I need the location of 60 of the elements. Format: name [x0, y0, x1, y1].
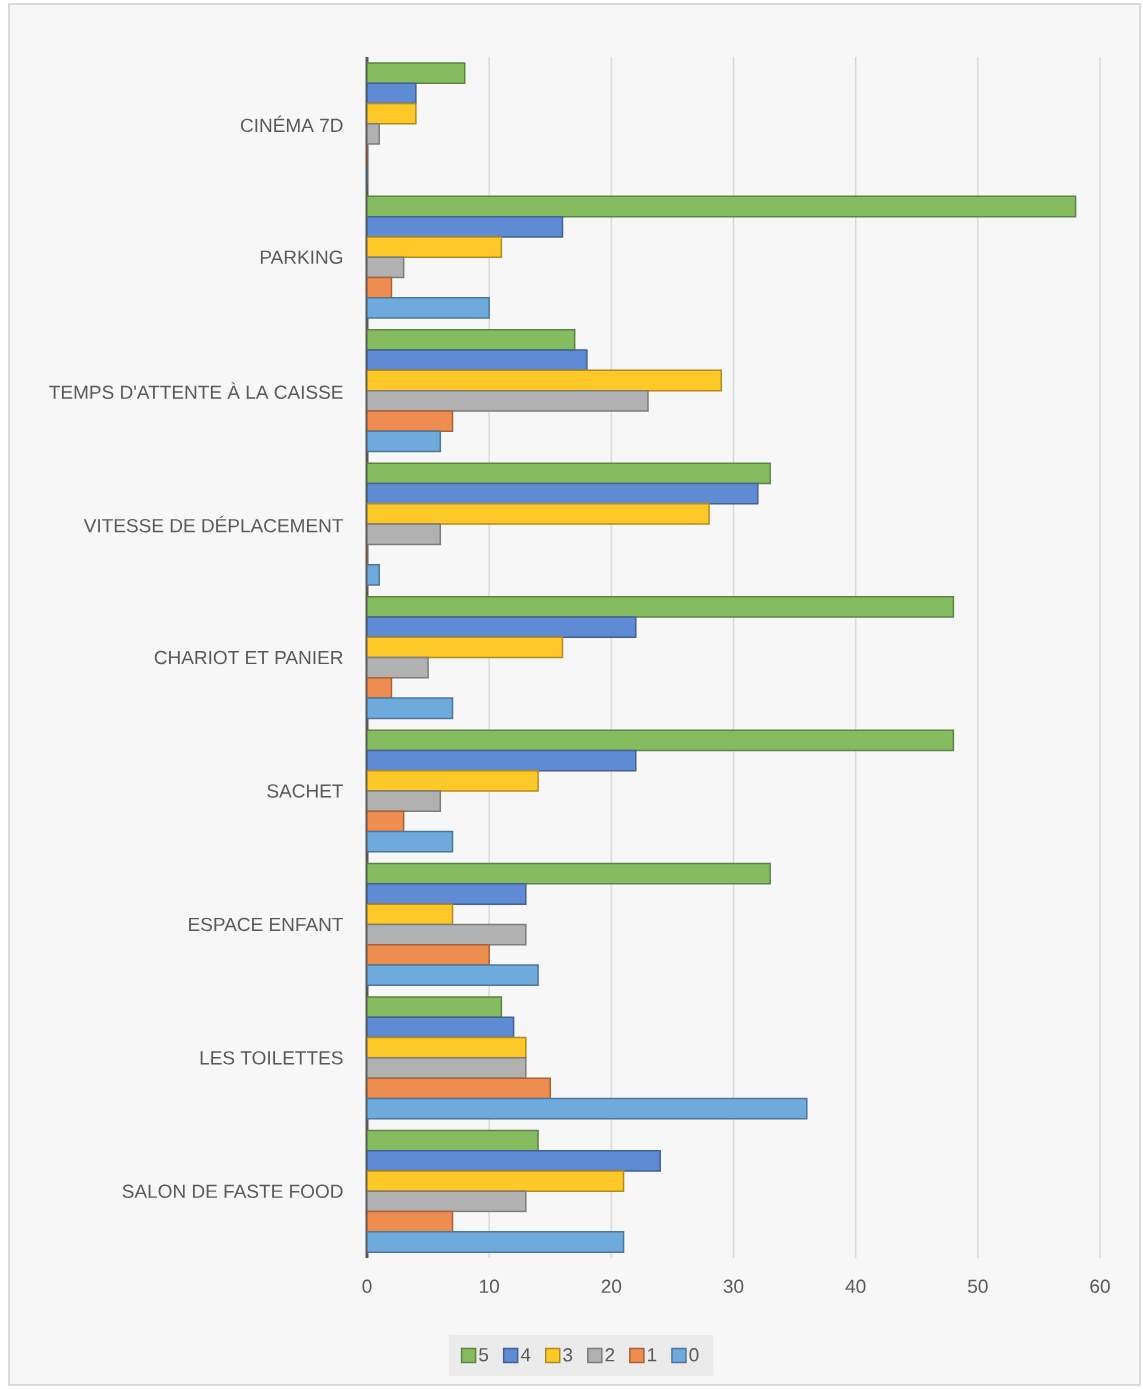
- bar: [367, 964, 539, 987]
- bar: [367, 1149, 661, 1172]
- x-tick-label: 30: [723, 1279, 744, 1293]
- bar: [367, 1036, 527, 1059]
- legend-label: 0: [689, 1348, 699, 1362]
- legend-label: 1: [648, 1348, 657, 1362]
- bar: [367, 82, 417, 105]
- bar: [367, 1210, 454, 1233]
- bar: [367, 1097, 808, 1120]
- bar: [367, 195, 1077, 218]
- y-tick-label: SALON DE FASTE FOOD: [122, 1184, 343, 1199]
- bar: [367, 862, 771, 885]
- bar: [367, 430, 442, 453]
- bar: [367, 369, 723, 392]
- x-tick-label: 60: [1090, 1279, 1110, 1293]
- x-tick-label: 20: [601, 1279, 622, 1293]
- legend-label: 4: [520, 1348, 531, 1362]
- x-tick-label: 10: [480, 1279, 499, 1293]
- bar: [367, 389, 649, 412]
- bar: [367, 462, 771, 485]
- y-tick-label: TEMPS D'ATTENTE À LA CAISSE: [49, 382, 343, 399]
- bar: [367, 616, 637, 638]
- y-tick-label: VITESSE DE DÉPLACEMENT: [83, 515, 343, 533]
- bar: [367, 102, 417, 125]
- y-tick-label: CINÉMA 7D: [240, 115, 343, 133]
- legend-label: 2: [605, 1348, 615, 1362]
- legend-label: 3: [563, 1348, 573, 1362]
- bar: [367, 523, 442, 546]
- y-tick-label: PARKING: [260, 250, 343, 264]
- bar: [367, 903, 454, 926]
- bar: [367, 1077, 551, 1100]
- bar: [367, 810, 405, 833]
- y-tick-label: ESPACE ENFANT: [189, 917, 344, 932]
- bar: [367, 1190, 527, 1213]
- bar: [367, 349, 588, 372]
- x-tick-label: 50: [968, 1279, 988, 1293]
- bar: [367, 1129, 539, 1152]
- bar: [367, 595, 955, 618]
- bar: [367, 830, 454, 853]
- bar: [367, 1016, 515, 1039]
- bar: [367, 790, 442, 813]
- bar: [367, 636, 564, 659]
- bar: [367, 769, 539, 792]
- bar: [367, 1170, 625, 1193]
- bar: [367, 697, 454, 720]
- y-tick-label: CHARIOT ET PANIER: [154, 650, 343, 665]
- bar: [367, 656, 429, 679]
- bar: [367, 729, 955, 752]
- x-tick-label: 0: [362, 1279, 372, 1293]
- bar: [367, 943, 490, 966]
- bar: [367, 256, 405, 279]
- y-tick-label: LES TOILETTES: [200, 1051, 343, 1065]
- bar: [367, 923, 527, 946]
- y-tick-label: SACHET: [267, 784, 344, 798]
- bar: [367, 215, 564, 238]
- legend-label: 5: [479, 1348, 489, 1362]
- bar: [367, 996, 503, 1019]
- x-tick-label: 40: [845, 1279, 866, 1293]
- bar: [367, 482, 759, 505]
- bar: [367, 749, 637, 772]
